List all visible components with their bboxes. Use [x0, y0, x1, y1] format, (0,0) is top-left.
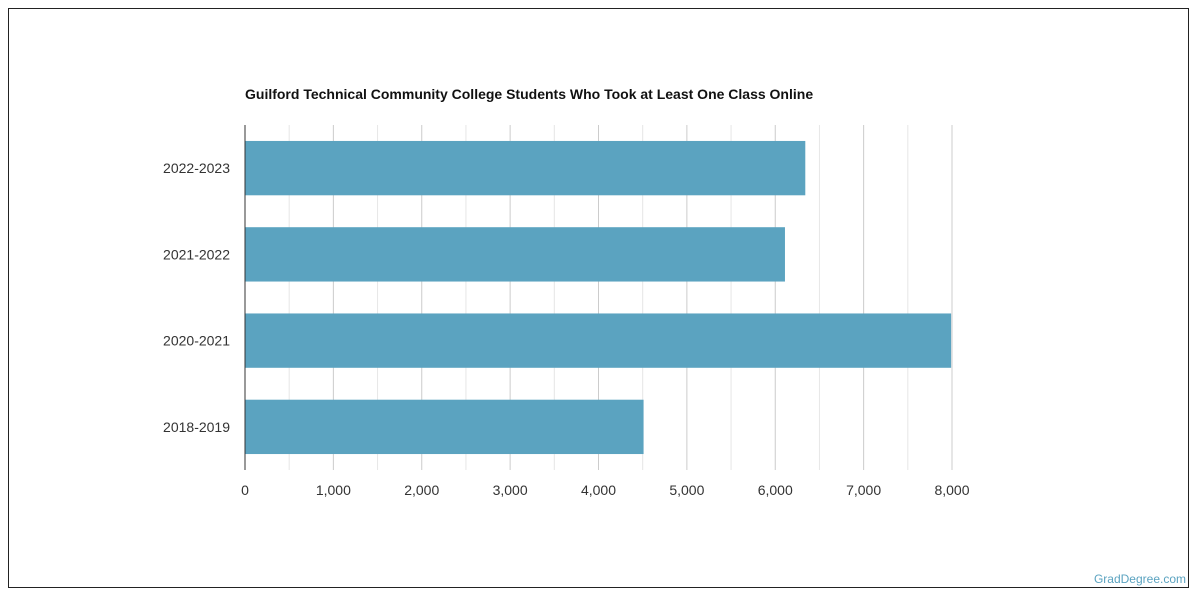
x-tick-label: 8,000	[934, 482, 969, 498]
y-tick-label: 2018-2019	[163, 419, 230, 435]
x-tick-label: 4,000	[581, 482, 616, 498]
x-tick-labels: 0 1,000 2,000 3,000 4,000 5,000 6,000 7,000 8,00…	[241, 482, 970, 498]
x-tick-label: 1,000	[316, 482, 351, 498]
x-tick-label: 7,000	[846, 482, 881, 498]
y-tick-label: 2020-2021	[163, 333, 230, 349]
chart-title: Guilford Technical Community College Stu…	[245, 86, 813, 102]
y-tick-labels: 2022-2023 2021-2022 2020-2021 2018-2019	[163, 160, 230, 435]
bar-2021-2022[interactable]	[245, 227, 785, 282]
bars	[245, 140, 952, 455]
x-tick-label: 2,000	[404, 482, 439, 498]
x-tick-label: 3,000	[493, 482, 528, 498]
y-tick-label: 2021-2022	[163, 246, 230, 262]
y-tick-label: 2022-2023	[163, 160, 230, 176]
bar-2022-2023[interactable]	[245, 140, 806, 196]
bar-2018-2019[interactable]	[245, 399, 644, 455]
x-tick-label: 5,000	[669, 482, 704, 498]
x-tick-label: 6,000	[758, 482, 793, 498]
bar-2020-2021[interactable]	[245, 313, 952, 368]
x-tick-label: 0	[241, 482, 249, 498]
source-credit-link[interactable]: GradDegree.com	[1093, 572, 1186, 586]
